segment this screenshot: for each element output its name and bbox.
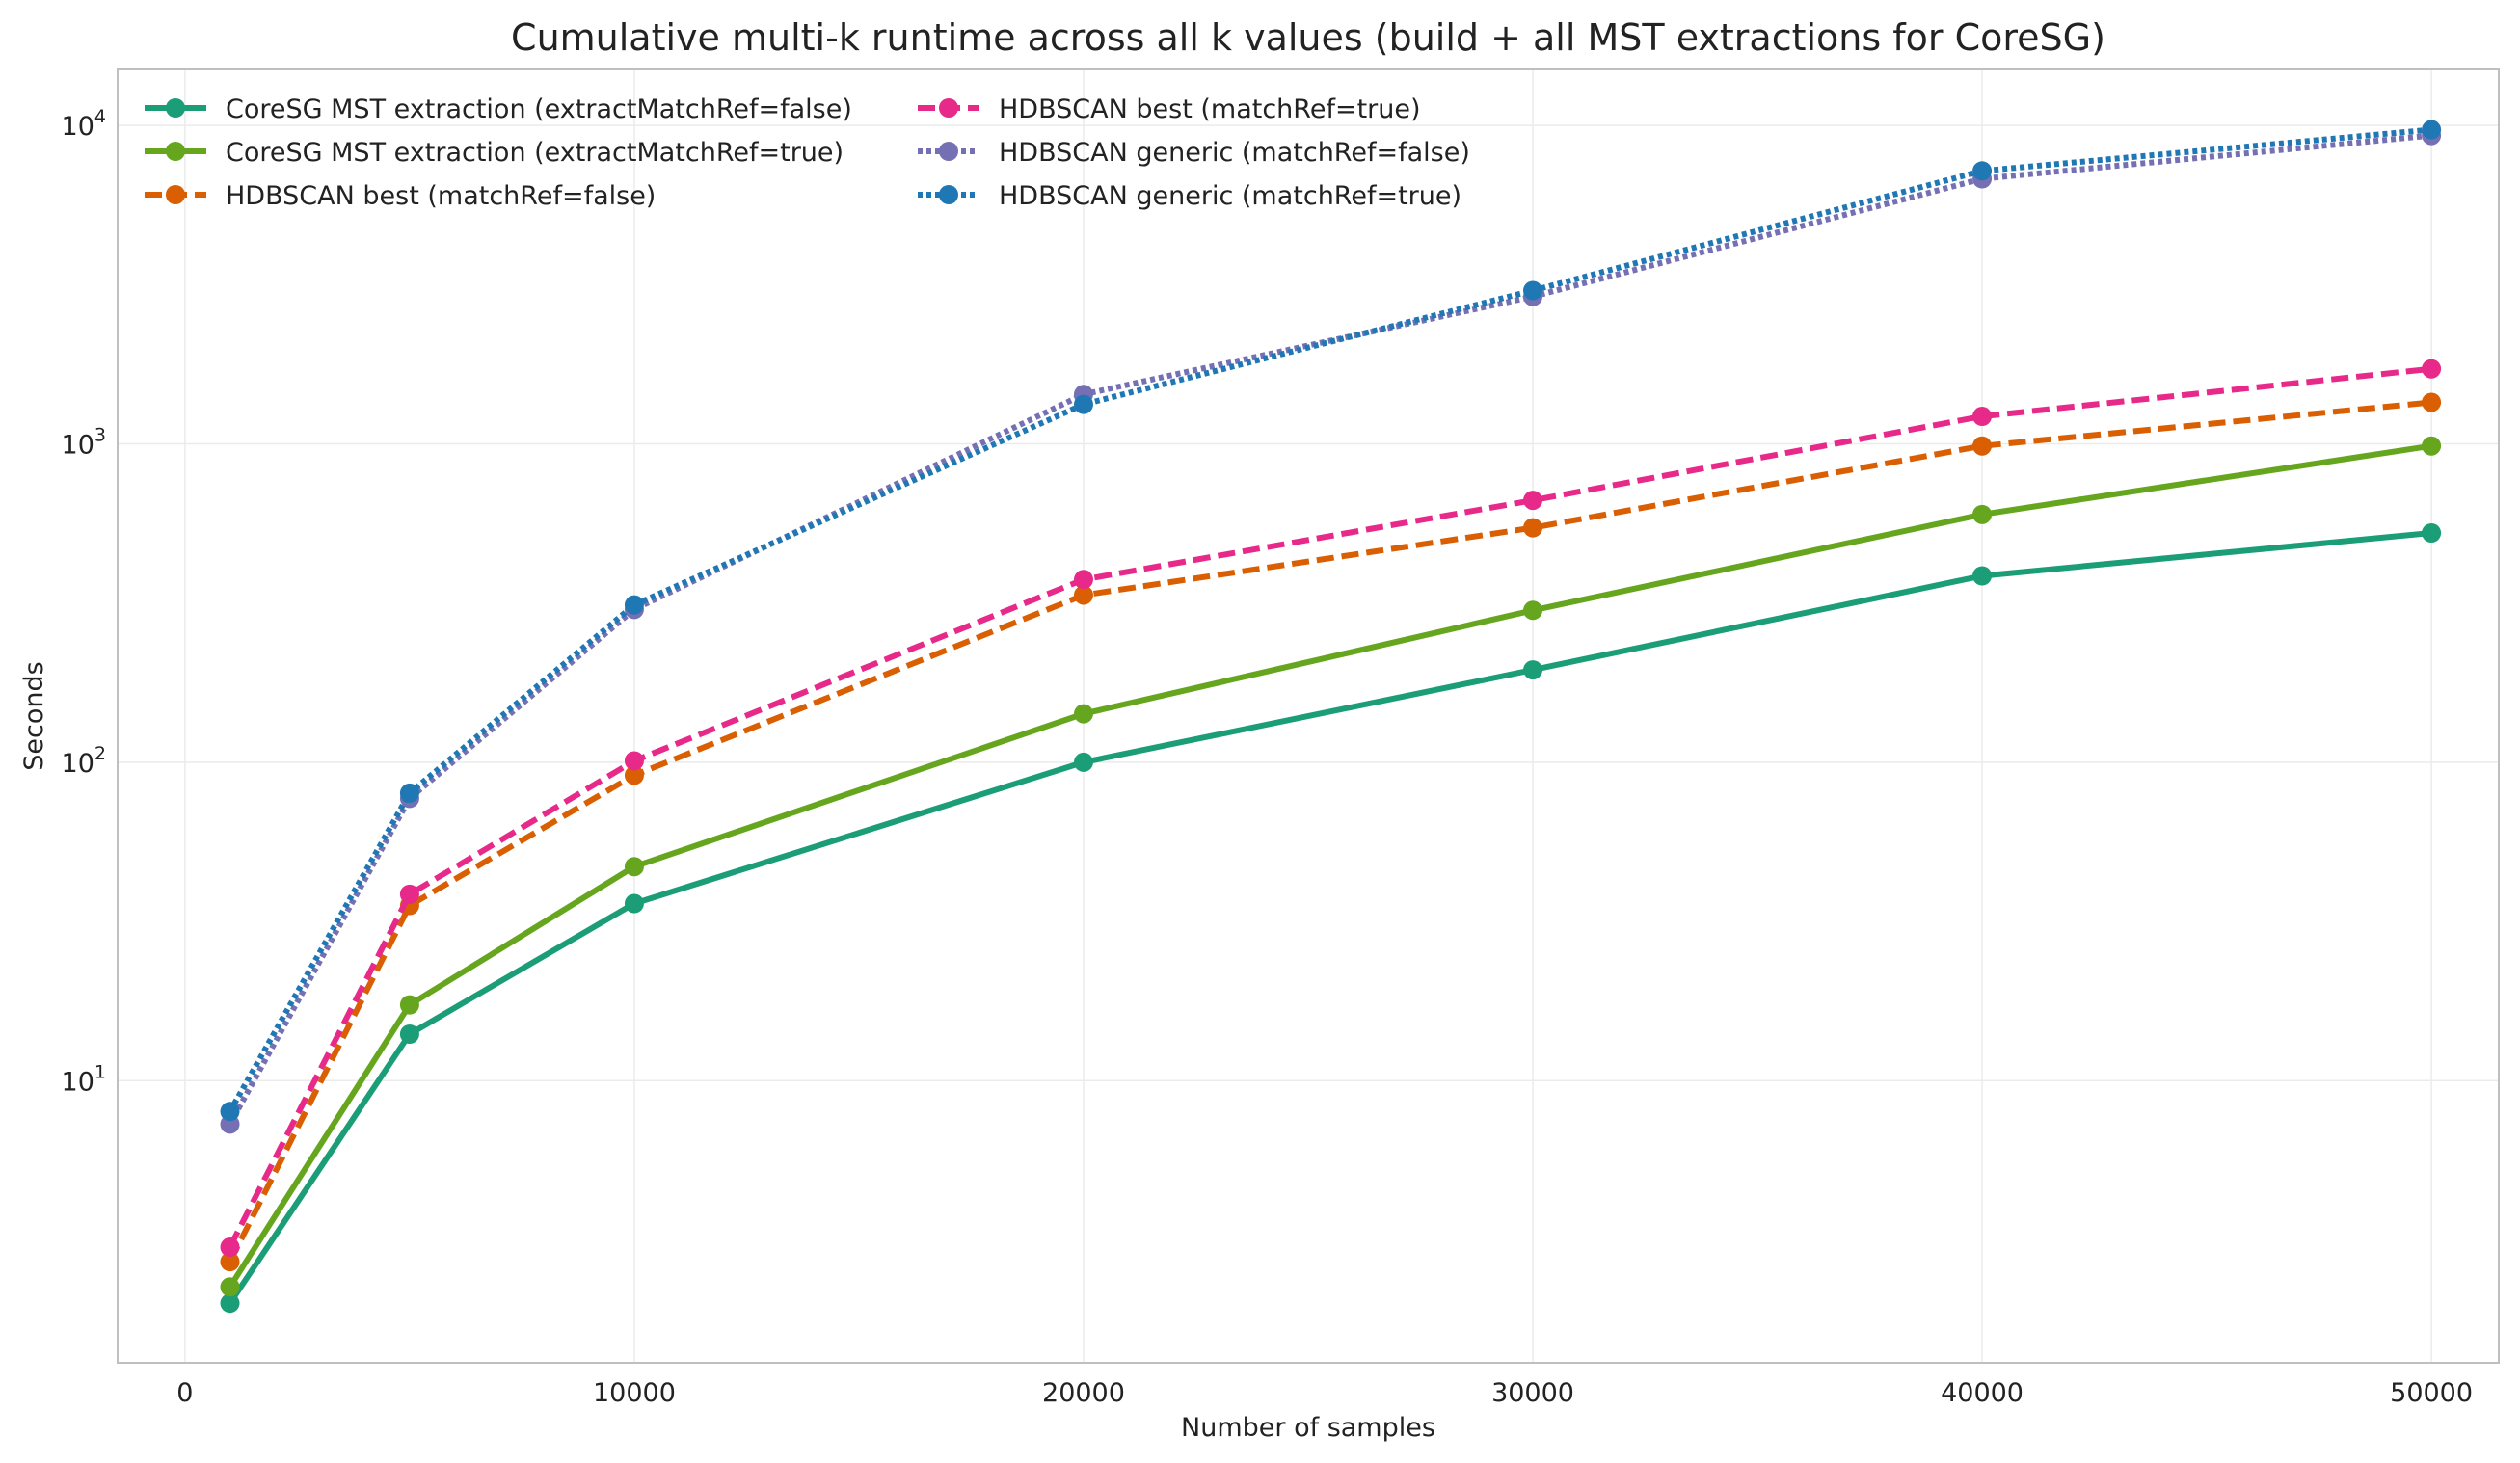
series-line-1 bbox=[227, 442, 2432, 1289]
series-0-point-5 bbox=[1972, 566, 1993, 586]
series-2-point-4 bbox=[1523, 518, 1543, 538]
series-5-point-4 bbox=[1523, 280, 1543, 301]
legend-item-4: HDBSCAN generic (matchRef=false) bbox=[918, 138, 1470, 168]
x-tick-label-3: 30000 bbox=[1491, 1378, 1574, 1408]
series-2 bbox=[220, 392, 2442, 1272]
series-3-point-1 bbox=[399, 884, 419, 904]
legend-item-0: CoreSG MST extraction (extractMatchRef=f… bbox=[145, 94, 852, 124]
series-1-point-4 bbox=[1523, 600, 1543, 621]
legend-label-2: HDBSCAN best (matchRef=false) bbox=[226, 181, 656, 211]
series-2-point-0 bbox=[220, 1252, 240, 1272]
series-line-2 bbox=[227, 399, 2432, 1264]
x-tick-label-1: 10000 bbox=[593, 1378, 676, 1408]
x-tick-label-4: 40000 bbox=[1941, 1378, 2024, 1408]
series-2-point-2 bbox=[624, 765, 644, 785]
series-5-point-3 bbox=[1073, 394, 1093, 414]
y-tick-label-0: 101 bbox=[62, 1061, 106, 1097]
legend-marker-0 bbox=[166, 98, 185, 118]
series-line-4 bbox=[227, 132, 2432, 1126]
y-tick-label-1: 102 bbox=[62, 743, 106, 779]
series-2-point-5 bbox=[1972, 436, 1993, 456]
series-group bbox=[220, 120, 2442, 1314]
x-axis-label: Number of samples bbox=[1181, 1413, 1435, 1443]
x-tick-label-2: 20000 bbox=[1042, 1378, 1125, 1408]
series-0-point-0 bbox=[220, 1293, 240, 1314]
legend-label-5: HDBSCAN generic (matchRef=true) bbox=[999, 181, 1461, 211]
x-tick-label-0: 0 bbox=[176, 1378, 193, 1408]
series-3-point-5 bbox=[1972, 407, 1993, 427]
series-line-0 bbox=[228, 530, 2432, 1305]
grid bbox=[118, 69, 2499, 1363]
legend-label-0: CoreSG MST extraction (extractMatchRef=f… bbox=[226, 94, 852, 124]
x-tick-label-5: 50000 bbox=[2390, 1378, 2473, 1408]
legend-marker-4 bbox=[939, 142, 958, 161]
legend-label-3: HDBSCAN best (matchRef=true) bbox=[999, 94, 1421, 124]
series-5-point-1 bbox=[399, 783, 419, 803]
series-line-5 bbox=[227, 126, 2432, 1113]
y-tick-label-3: 104 bbox=[62, 106, 106, 142]
legend-label-1: CoreSG MST extraction (extractMatchRef=t… bbox=[226, 138, 844, 168]
series-2-point-6 bbox=[2422, 392, 2442, 412]
series-1-point-0 bbox=[220, 1277, 240, 1297]
y-tick-label-2: 103 bbox=[62, 425, 106, 461]
legend-item-2: HDBSCAN best (matchRef=false) bbox=[145, 181, 656, 211]
legend: CoreSG MST extraction (extractMatchRef=f… bbox=[145, 94, 1470, 211]
series-3-point-6 bbox=[2422, 359, 2442, 379]
series-5-point-5 bbox=[1972, 161, 1993, 181]
series-2-point-3 bbox=[1073, 585, 1093, 605]
series-5-point-0 bbox=[220, 1102, 240, 1122]
series-5-point-6 bbox=[2422, 120, 2442, 140]
series-1 bbox=[220, 436, 2442, 1297]
chart-title: Cumulative multi-k runtime across all k … bbox=[511, 16, 2105, 59]
series-0-point-6 bbox=[2422, 522, 2442, 543]
legend-marker-5 bbox=[939, 185, 958, 204]
series-5-point-2 bbox=[624, 595, 644, 615]
series-1-point-1 bbox=[399, 995, 419, 1015]
y-tick-labels: 101 102 103 104 bbox=[62, 106, 106, 1097]
legend-item-5: HDBSCAN generic (matchRef=true) bbox=[918, 181, 1461, 211]
series-line-3 bbox=[227, 365, 2432, 1249]
series-0 bbox=[220, 522, 2442, 1314]
series-5 bbox=[220, 120, 2442, 1122]
series-0-point-2 bbox=[624, 893, 644, 914]
legend-marker-3 bbox=[939, 98, 958, 118]
legend-item-3: HDBSCAN best (matchRef=true) bbox=[918, 94, 1421, 124]
legend-item-1: CoreSG MST extraction (extractMatchRef=t… bbox=[145, 138, 844, 168]
series-3 bbox=[220, 359, 2442, 1258]
series-1-point-2 bbox=[624, 857, 644, 877]
legend-label-4: HDBSCAN generic (matchRef=false) bbox=[999, 138, 1470, 168]
series-3-point-0 bbox=[220, 1237, 240, 1258]
series-3-point-2 bbox=[624, 751, 644, 771]
plot-frame bbox=[117, 68, 2500, 1364]
series-4 bbox=[220, 125, 2442, 1134]
series-0-point-3 bbox=[1073, 752, 1093, 772]
x-tick-labels: 0 10000 20000 30000 40000 50000 bbox=[176, 1378, 2473, 1408]
legend-marker-2 bbox=[166, 185, 185, 204]
series-1-point-5 bbox=[1972, 504, 1993, 524]
legend-marker-1 bbox=[166, 142, 185, 161]
series-0-point-4 bbox=[1523, 660, 1543, 680]
series-1-point-6 bbox=[2422, 436, 2442, 456]
y-axis-label: Seconds bbox=[19, 661, 49, 770]
series-3-point-3 bbox=[1073, 570, 1093, 590]
series-1-point-3 bbox=[1073, 704, 1093, 724]
series-0-point-1 bbox=[399, 1024, 419, 1045]
series-3-point-4 bbox=[1523, 491, 1543, 511]
